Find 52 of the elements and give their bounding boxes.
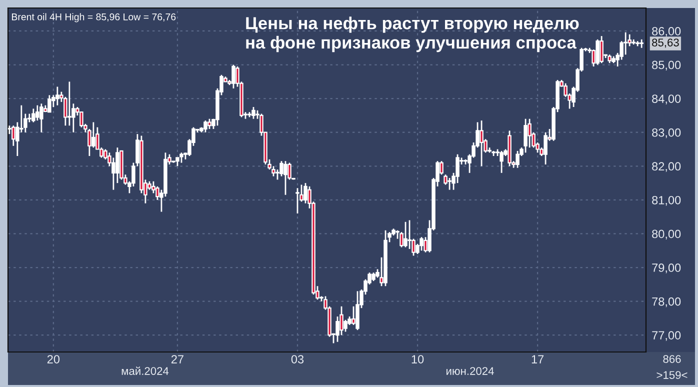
y-tick-label: 77,00: [652, 331, 681, 341]
text: май.2024: [122, 366, 169, 375]
candlestick: [296, 187, 300, 214]
text: Цены на нефть растут вторую неделю на фоне признаков улучшения спроса: [246, 16, 579, 52]
y-tick-label: 79,00: [652, 264, 681, 274]
candlestick: [544, 132, 548, 166]
candlestick: [92, 122, 96, 148]
candlestick: [528, 118, 532, 148]
candlestick: [516, 150, 520, 169]
x-tick-label: 27: [171, 355, 184, 364]
candlestick: [208, 118, 212, 130]
y-tick-label: 85,00: [652, 60, 681, 71]
y-tick-label: 86,00: [652, 27, 681, 37]
candlestick: [252, 106, 256, 120]
text: >159<: [656, 371, 688, 379]
candlestick: [48, 94, 52, 113]
y-tick-label: 78,00: [652, 297, 681, 308]
candlestick: [524, 118, 528, 154]
text: июн.2024: [446, 367, 494, 375]
candlestick: [284, 160, 288, 196]
x-tick-label: 03: [291, 355, 304, 364]
candlestick: [180, 152, 184, 164]
x-tick-label: 10: [412, 355, 424, 364]
candlestick: [232, 64, 236, 90]
y-tick-label: 83,00: [652, 128, 681, 138]
candlestick: [204, 120, 208, 134]
candlestick: [448, 177, 452, 190]
text: 85,63: [652, 38, 679, 48]
y-tick-label: 84,00: [652, 94, 681, 104]
candlestick: [600, 35, 604, 64]
candlestick: [36, 104, 40, 122]
candlestick: [624, 32, 628, 56]
candlestick: [12, 124, 16, 147]
candlestick: [56, 86, 60, 106]
candlestick: [420, 236, 424, 252]
x-tick-label: 20: [47, 355, 60, 364]
candlestick: [500, 150, 504, 174]
y-tick-label: 81,00: [652, 196, 681, 206]
chart-subtitle: Brent oil 4H High = 85,96 Low = 76,76: [12, 13, 176, 22]
candlestick: [356, 290, 360, 331]
y-tick-label: 80,00: [652, 230, 681, 240]
x-tick-label: 17: [532, 355, 544, 364]
y-tick-label: 82,00: [652, 162, 681, 172]
candlestick: [596, 38, 600, 66]
candlestick: [68, 80, 72, 126]
candlestick: [304, 182, 308, 204]
candlestick: [40, 102, 44, 134]
candlestick: [480, 120, 484, 167]
candlestick: [352, 306, 356, 326]
candlestick: [32, 108, 36, 123]
candlestick: [404, 221, 408, 248]
text: 866: [663, 355, 681, 363]
